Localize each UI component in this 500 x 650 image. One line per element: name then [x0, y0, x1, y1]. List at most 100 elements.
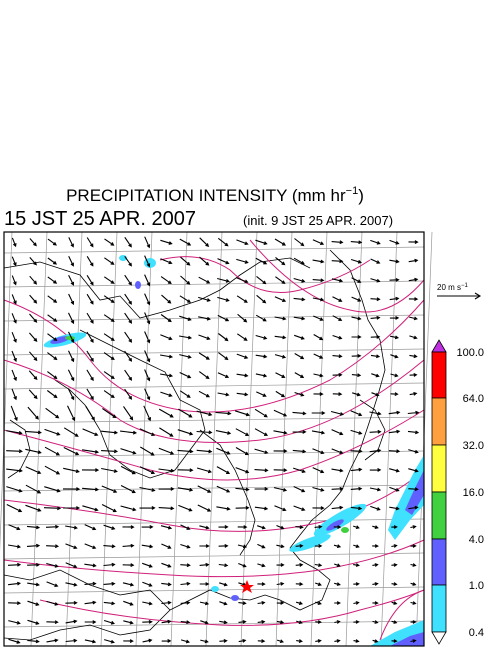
wind-arrow: [218, 525, 229, 529]
wind-arrow: [199, 525, 210, 530]
parallel: [3, 246, 425, 254]
wind-arrow: [65, 582, 78, 587]
wind-arrow: [122, 563, 135, 567]
wind-arrow: [330, 410, 345, 416]
wind-arrow: [331, 259, 344, 264]
wind-arrow: [46, 600, 59, 606]
wind-arrow: [179, 372, 192, 379]
wind-arrow: [46, 620, 59, 624]
wind-arrow: [350, 506, 363, 511]
wind-arrow: [158, 487, 175, 491]
wind-arrow: [315, 620, 322, 624]
wind-arrow: [235, 467, 250, 474]
wind-arrow: [122, 525, 135, 529]
wind-arrow: [311, 430, 326, 435]
wind-arrow: [198, 276, 211, 284]
wind-arrow: [235, 505, 250, 510]
wind-arrow: [124, 369, 133, 381]
wind-arrow: [27, 639, 40, 644]
vector-scale-arrow: [437, 292, 482, 300]
wind-arrow: [409, 335, 418, 340]
wind-arrow: [388, 449, 401, 454]
wind-arrow: [25, 504, 42, 512]
wind-arrow: [180, 543, 191, 549]
wind-arrow: [124, 312, 133, 324]
wind-arrow: [219, 620, 228, 625]
wind-arrow: [177, 468, 194, 473]
wind-arrow: [158, 408, 174, 418]
wind-arrow: [370, 335, 381, 339]
wind-arrow: [389, 259, 400, 264]
wind-arrow: [234, 410, 251, 417]
wind-arrow: [295, 525, 304, 530]
wind-arrow: [331, 278, 344, 283]
wind-arrow: [124, 293, 132, 305]
wind-arrow: [197, 504, 212, 512]
wind-arrow: [391, 582, 398, 586]
wind-arrow: [350, 467, 363, 472]
wind-arrow: [11, 388, 17, 401]
wind-arrow: [144, 293, 151, 306]
wind-arrow: [84, 543, 97, 550]
wind-arrow: [332, 315, 343, 321]
wind-arrow: [350, 449, 363, 454]
wind-arrow: [177, 429, 194, 436]
wind-arrow: [313, 315, 324, 321]
wind-arrow: [274, 296, 287, 303]
wind-arrow: [353, 582, 360, 586]
wind-arrow: [160, 334, 173, 341]
wind-arrow: [315, 601, 322, 606]
wind-arrow: [103, 581, 116, 586]
wind-arrow: [351, 316, 362, 321]
wind-arrow: [47, 314, 58, 322]
wind-arrow: [144, 331, 151, 344]
wind-arrow: [161, 639, 172, 643]
wind-arrow: [333, 525, 342, 529]
wind-arrow: [63, 467, 80, 474]
wind-arrow: [408, 297, 419, 301]
wind-arrow: [29, 313, 38, 323]
wind-arrow: [196, 410, 213, 417]
wind-arrow: [123, 406, 134, 421]
wind-arrow: [350, 429, 363, 435]
wind-arrow: [67, 369, 75, 382]
wind-arrow: [180, 600, 191, 605]
colorbar-label: 32.0: [463, 440, 484, 452]
wind-arrow: [44, 486, 61, 493]
wind-arrow: [257, 543, 266, 549]
parallel: [3, 416, 425, 424]
wind-arrow: [143, 405, 152, 422]
wind-arrow: [219, 638, 228, 643]
wind-arrow: [372, 563, 379, 567]
wind-arrow: [101, 485, 118, 493]
wind-arrow: [390, 373, 399, 378]
wind-arrow: [11, 331, 17, 343]
wind-arrow: [142, 638, 153, 643]
wind-arrow: [216, 506, 231, 511]
wind-arrow: [68, 274, 75, 286]
wind-arrow: [141, 544, 154, 549]
wind-arrow: [370, 278, 381, 283]
wind-arrow: [139, 486, 156, 492]
wind-arrow: [389, 335, 400, 340]
wind-arrow: [84, 524, 97, 531]
wind-arrow: [6, 504, 23, 513]
wind-arrow: [218, 333, 229, 342]
wind-arrow: [141, 525, 154, 529]
wind-arrow: [27, 582, 40, 587]
wind-arrow: [257, 582, 266, 586]
isobars: [3, 239, 425, 641]
wind-arrow: [312, 506, 325, 510]
wind-arrow: [312, 297, 325, 302]
wind-arrow: [124, 236, 132, 248]
wind-arrow: [353, 601, 360, 605]
wind-arrow: [65, 525, 78, 530]
wind-arrow: [408, 449, 419, 454]
wind-arrow: [81, 468, 100, 472]
wind-arrow: [124, 274, 132, 286]
meridian: [310, 231, 328, 647]
wind-arrow: [104, 639, 115, 644]
wind-arrow: [295, 562, 304, 567]
wind-arrow: [293, 297, 306, 302]
wind-arrow: [86, 293, 94, 305]
